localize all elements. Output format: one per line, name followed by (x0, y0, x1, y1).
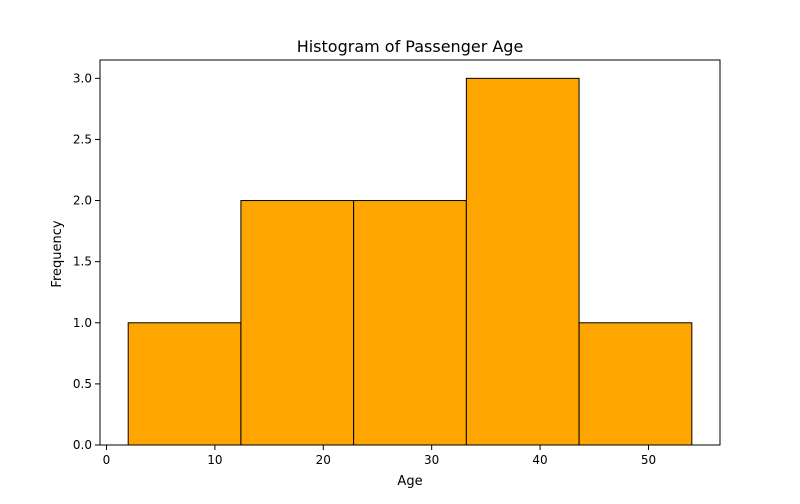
y-tick-label: 0.0 (73, 438, 92, 452)
axes-group: 0 10 20 30 40 50 0.0 0.5 1.0 1.5 2.0 2.5 3.0 (73, 59, 721, 467)
histogram-bar-1 (127, 322, 242, 446)
bars-group (127, 77, 693, 446)
y-tick-label: 3.0 (73, 71, 92, 85)
y-tick-label: 2.5 (73, 132, 92, 146)
x-tick-label: 40 (532, 453, 547, 467)
y-tick-label: 1.5 (73, 255, 92, 269)
y-tick-label: 2.0 (73, 194, 92, 208)
y-tick-label: 1.0 (73, 316, 92, 330)
histogram-bar-2 (240, 200, 355, 446)
y-tick-label: 0.5 (73, 377, 92, 391)
x-tick-label: 0 (103, 453, 111, 467)
y-axis-label: Frequency (50, 220, 65, 287)
x-tick-label: 10 (207, 453, 222, 467)
x-axis-label: Age (397, 474, 422, 489)
x-tick-label: 30 (424, 453, 439, 467)
x-tick-label: 50 (641, 453, 656, 467)
chart-title: Histogram of Passenger Age (297, 37, 524, 56)
x-tick-label: 20 (316, 453, 331, 467)
histogram-bar-4 (465, 77, 580, 446)
plot-frame (99, 59, 721, 446)
histogram-bar-5 (578, 322, 693, 446)
histogram-bar-3 (353, 200, 467, 446)
